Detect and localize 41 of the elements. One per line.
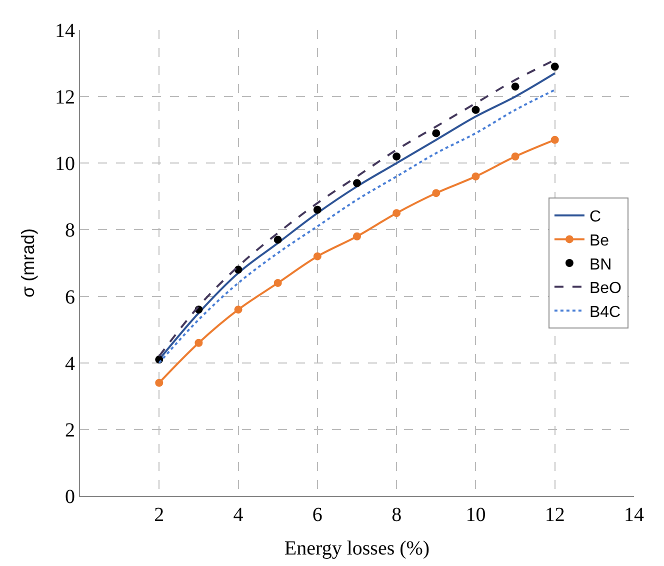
y-tick-label: 12 [55,86,75,109]
point [511,152,520,160]
legend-label: B4C [589,304,621,321]
y-tick-label: 0 [65,486,75,508]
y-tick-label: 2 [65,419,75,442]
legend-label: BN [589,256,612,274]
x-tick-label: 4 [233,504,244,526]
x-tick-label: 2 [154,504,164,526]
point [194,338,203,347]
point [274,236,282,244]
y-tick-label: 14 [55,20,75,42]
point [353,179,361,188]
x-tick-label: 6 [312,504,322,526]
point [392,209,401,218]
point [472,106,480,114]
y-tick-label: 6 [65,286,75,308]
point [313,206,322,214]
legend-label: Be [589,232,610,250]
x-tick-label: 12 [544,504,565,526]
x-axis-title: Energy losses (%) [284,538,430,560]
legend-label: C [589,208,602,226]
point [472,172,480,180]
point [550,136,559,144]
point [274,278,282,287]
y-axis-title: σ (mrad) [18,228,38,298]
y-tick-label: 8 [65,220,75,242]
point [353,232,361,240]
point [432,189,440,198]
x-tick-label: 10 [466,504,486,526]
y-tick-label: 4 [65,352,75,375]
point [392,152,401,160]
point [550,62,559,71]
point [511,82,520,91]
x-tick-label: 8 [392,504,402,526]
x-tick-label: 14 [624,504,644,526]
point [155,378,164,387]
point [234,306,242,314]
point [432,129,440,138]
point [313,252,322,260]
legend-label: BeO [589,280,622,298]
y-tick-label: 10 [55,153,75,176]
